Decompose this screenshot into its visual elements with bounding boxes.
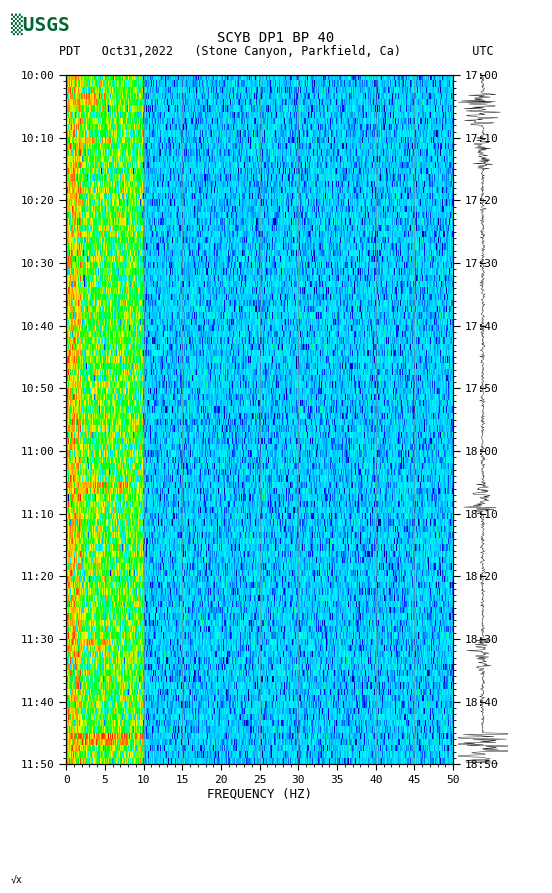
Text: SCYB DP1 BP 40: SCYB DP1 BP 40 [217, 31, 335, 46]
Text: ▒USGS: ▒USGS [11, 13, 70, 35]
Text: PDT   Oct31,2022   (Stone Canyon, Parkfield, Ca)          UTC: PDT Oct31,2022 (Stone Canyon, Parkfield,… [59, 45, 493, 58]
X-axis label: FREQUENCY (HZ): FREQUENCY (HZ) [207, 788, 312, 800]
Text: √x: √x [11, 874, 23, 884]
